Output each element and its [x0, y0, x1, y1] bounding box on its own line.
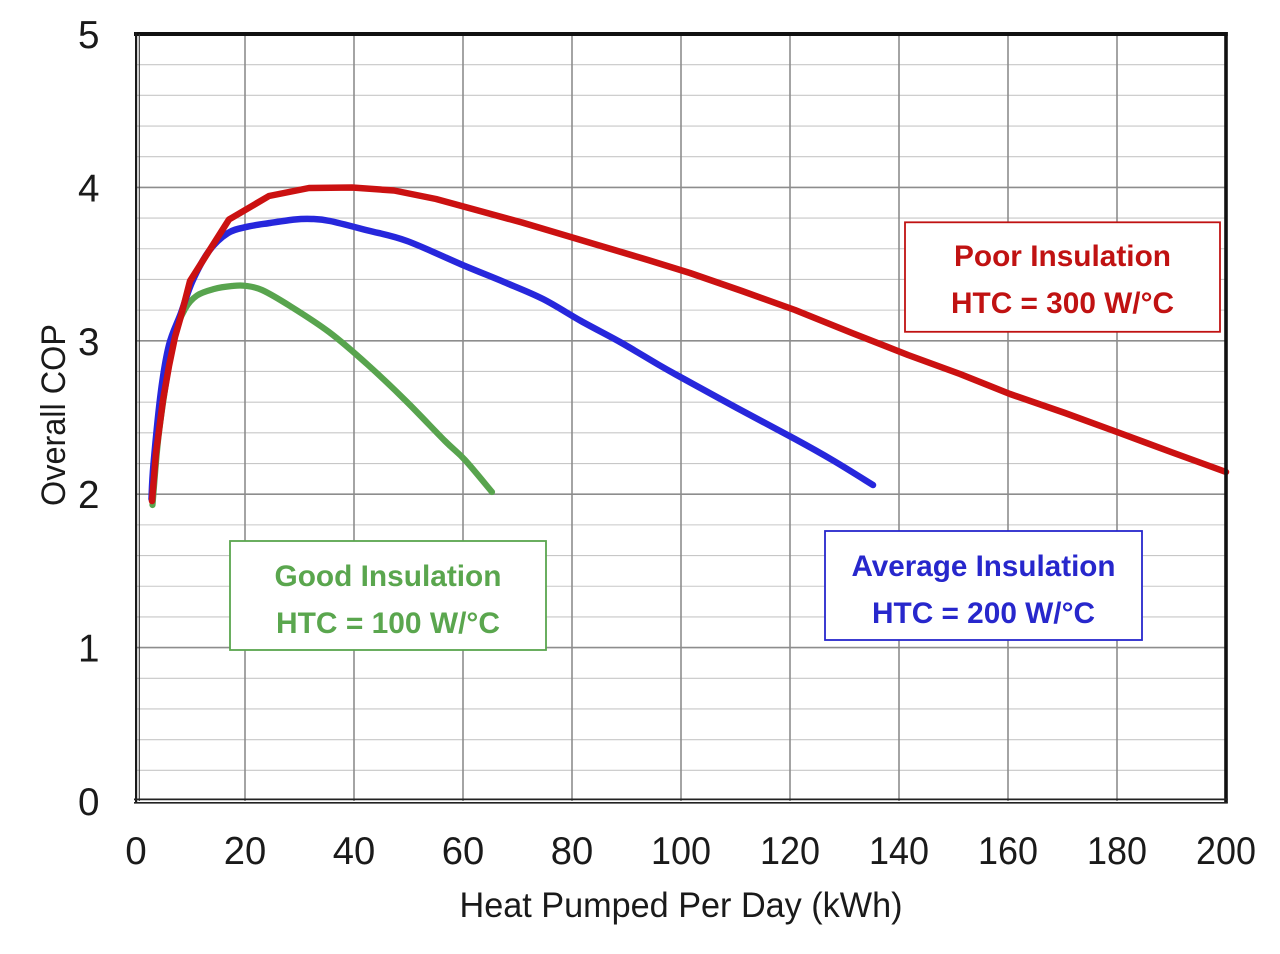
- svg-text:HTC = 100 W/°C: HTC = 100 W/°C: [276, 607, 500, 640]
- svg-text:Average Insulation: Average Insulation: [852, 550, 1116, 583]
- svg-text:160: 160: [978, 830, 1038, 873]
- svg-text:60: 60: [442, 830, 485, 873]
- svg-text:Good Insulation: Good Insulation: [275, 560, 502, 593]
- svg-text:40: 40: [333, 830, 376, 873]
- svg-text:80: 80: [551, 830, 594, 873]
- svg-text:Poor Insulation: Poor Insulation: [954, 240, 1171, 273]
- svg-text:Heat Pumped Per Day (kWh): Heat Pumped Per Day (kWh): [460, 886, 903, 925]
- svg-text:120: 120: [760, 830, 820, 873]
- svg-text:20: 20: [224, 830, 267, 873]
- svg-text:HTC = 300 W/°C: HTC = 300 W/°C: [951, 287, 1174, 320]
- svg-text:0: 0: [78, 781, 100, 824]
- svg-text:3: 3: [78, 321, 100, 364]
- svg-text:100: 100: [651, 830, 711, 873]
- svg-text:Overall COP: Overall COP: [35, 324, 73, 506]
- svg-text:4: 4: [78, 167, 100, 210]
- svg-text:2: 2: [78, 474, 100, 517]
- svg-text:180: 180: [1087, 830, 1147, 873]
- svg-text:140: 140: [869, 830, 929, 873]
- svg-text:1: 1: [78, 628, 100, 671]
- svg-text:200: 200: [1196, 830, 1256, 873]
- svg-text:5: 5: [78, 14, 100, 57]
- svg-text:HTC = 200 W/°C: HTC = 200 W/°C: [872, 597, 1095, 630]
- svg-text:0: 0: [125, 830, 147, 873]
